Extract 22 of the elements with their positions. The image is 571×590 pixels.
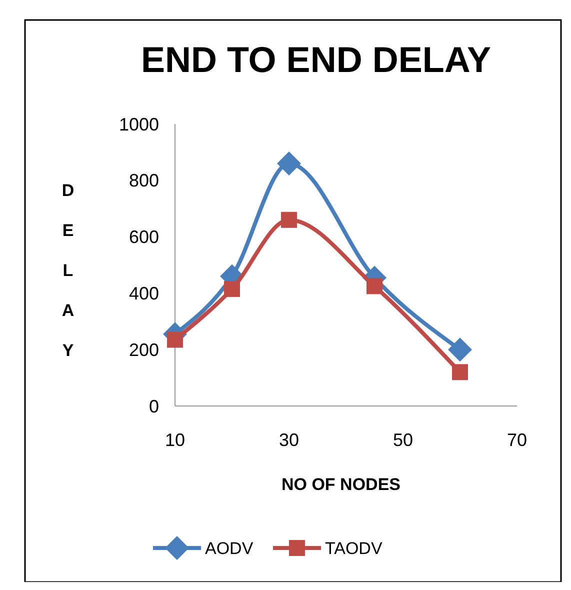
legend-label: TAODV (325, 538, 383, 558)
y-tick-label: 400 (128, 284, 159, 304)
y-tick-label: 200 (128, 340, 159, 360)
x-tick-label: 10 (164, 430, 186, 450)
point (366, 278, 382, 294)
point (224, 280, 240, 297)
x-axis-title: NO OF NODES (281, 475, 401, 494)
point (167, 332, 183, 348)
y-tick-label: 800 (128, 170, 159, 191)
y-tick-label: 600 (128, 227, 159, 248)
y-tick-label: 1000 (118, 114, 159, 134)
point (281, 212, 297, 228)
text: DELAY (62, 181, 74, 360)
point (452, 364, 468, 380)
point (448, 338, 472, 362)
legend-label: AODV (205, 538, 254, 558)
point (277, 151, 301, 176)
chart-title: END TO END DELAY (140, 39, 492, 80)
y-tick-label: 0 (148, 396, 159, 416)
x-tick-label: 30 (278, 430, 300, 450)
x-tick-label: 50 (392, 430, 414, 450)
x-tick-label: 70 (506, 430, 528, 450)
